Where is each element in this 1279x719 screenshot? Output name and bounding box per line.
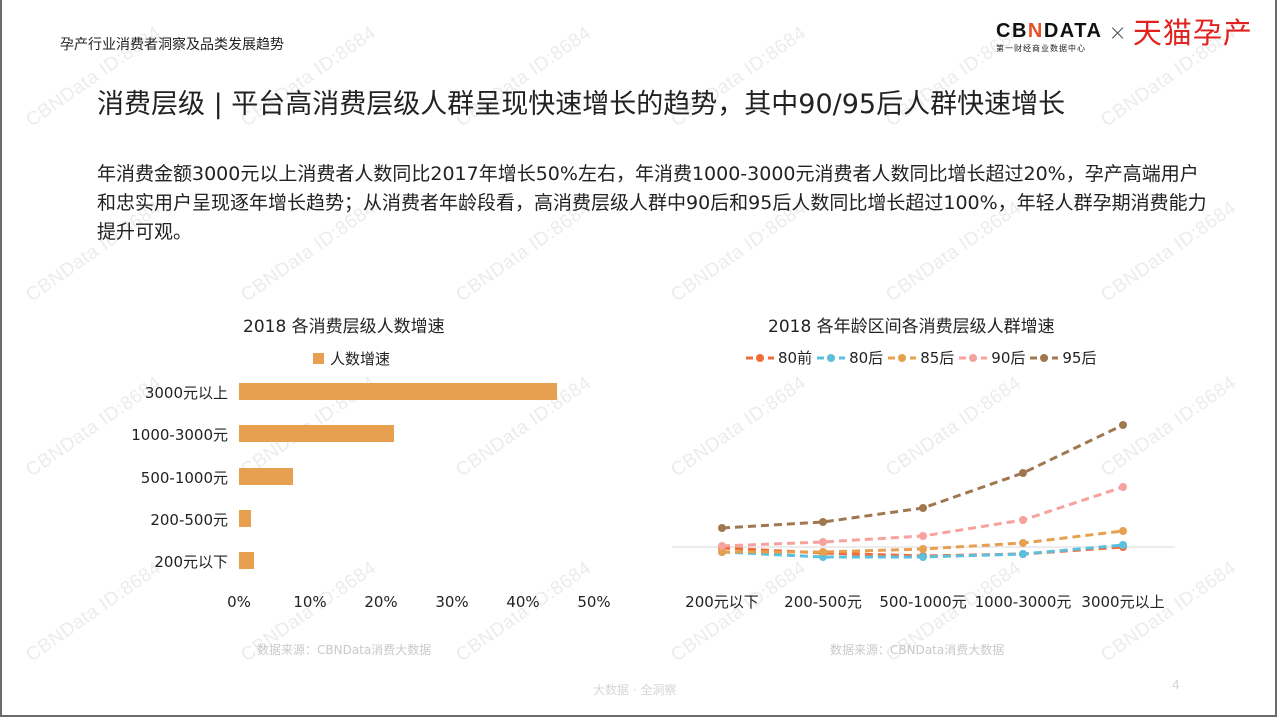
data-point [819, 518, 827, 526]
footer-tagline: 大数据 · 全洞察 [593, 683, 677, 697]
legend-label: 80前 [778, 349, 813, 367]
data-point [1019, 469, 1027, 477]
legend-line-icon [1030, 353, 1059, 362]
report-title: 孕产行业消费者洞察及品类发展趋势 [60, 37, 284, 53]
x-category-label: 500-1000元 [879, 593, 967, 611]
bar [239, 425, 394, 443]
legend-label: 80后 [849, 349, 884, 367]
legend-line-icon [959, 353, 988, 362]
x-tick-label: 40% [506, 593, 540, 611]
page-number: 4 [1172, 678, 1180, 692]
data-point [819, 548, 827, 556]
line-series-95后 [721, 423, 1124, 530]
bar-category-label: 1000-3000元 [131, 426, 228, 445]
legend-line-icon [746, 353, 774, 362]
line-chart-source: 数据来源：CBNData消费大数据 [830, 643, 1005, 657]
x-category-label: 1000-3000元 [974, 593, 1072, 611]
legend-item: 80前 [745, 347, 812, 368]
bar [239, 467, 293, 485]
x-tick-label: 10% [293, 593, 327, 611]
x-tick-label: 0% [227, 593, 251, 611]
bar-chart-title: 2018 各消费层级人数增速 [243, 317, 445, 337]
brand-logos: CBNDATA 第一财经商业数据中心 × 天猫孕产 [996, 16, 1253, 60]
data-point [1019, 516, 1027, 524]
cbndata-logo: CBNDATA 第一财经商业数据中心 [996, 20, 1102, 54]
x-tick-label: 50% [577, 593, 611, 611]
collab-x-icon: × [1108, 21, 1127, 46]
data-point [1119, 421, 1127, 429]
x-category-label: 200-500元 [784, 593, 862, 611]
tmall-baby-logo: 天猫孕产 [1132, 16, 1253, 50]
legend-item: 95后 [1029, 347, 1096, 368]
data-point [718, 524, 726, 532]
bar-chart-source: 数据来源：CBNData消费大数据 [257, 643, 432, 657]
legend-label: 85后 [920, 349, 955, 367]
data-point [919, 553, 927, 561]
x-tick-label: 30% [435, 593, 469, 611]
summary-paragraph: 年消费金额3000元以上消费者人数同比2017年增长50%左右，年消费1000-… [97, 163, 1207, 243]
legend-label: 95后 [1062, 349, 1097, 367]
cbndata-logo-text: CBNDATA [996, 20, 1103, 42]
cbndata-logo-subtitle: 第一财经商业数据中心 [996, 44, 1086, 53]
bar-category-label: 3000元以上 [144, 384, 228, 402]
data-point [1119, 527, 1127, 535]
legend-item: 90后 [958, 347, 1025, 368]
legend-item: 85后 [887, 347, 954, 368]
data-point [1019, 539, 1027, 547]
legend-item: 80后 [816, 347, 883, 368]
x-category-label: 200元以下 [685, 593, 759, 611]
legend-label: 90后 [991, 349, 1026, 367]
data-point [919, 532, 927, 540]
bar [239, 383, 558, 400]
data-point [919, 504, 927, 512]
page-heading: 消费层级 | 平台高消费层级人群呈现快速增长的趋势，其中90/95后人群快速增长 [97, 89, 1066, 120]
bar [239, 509, 252, 527]
data-point [1019, 550, 1027, 558]
legend-swatch [313, 353, 324, 364]
bar [239, 552, 254, 570]
bar-category-label: 500-1000元 [140, 468, 228, 487]
line-chart-legend: 80前 80后 85后 90后 95后 [745, 347, 1100, 368]
bar-category-label: 200-500元 [150, 510, 228, 529]
legend-line-icon [817, 353, 846, 362]
data-point [1119, 541, 1127, 549]
legend-line-icon [888, 353, 917, 362]
data-point [718, 542, 726, 550]
data-point [718, 548, 726, 556]
data-point [919, 545, 927, 553]
x-tick-label: 20% [364, 593, 398, 611]
data-point [819, 538, 827, 546]
data-point [1119, 483, 1127, 491]
line-chart-title: 2018 各年龄区间各消费层级人群增速 [768, 317, 1055, 337]
bar-category-label: 200元以下 [154, 553, 228, 572]
x-category-label: 3000元以上 [1081, 593, 1165, 611]
bar-chart-legend: 人数增速 [313, 348, 390, 369]
legend-label: 人数增速 [330, 350, 391, 368]
